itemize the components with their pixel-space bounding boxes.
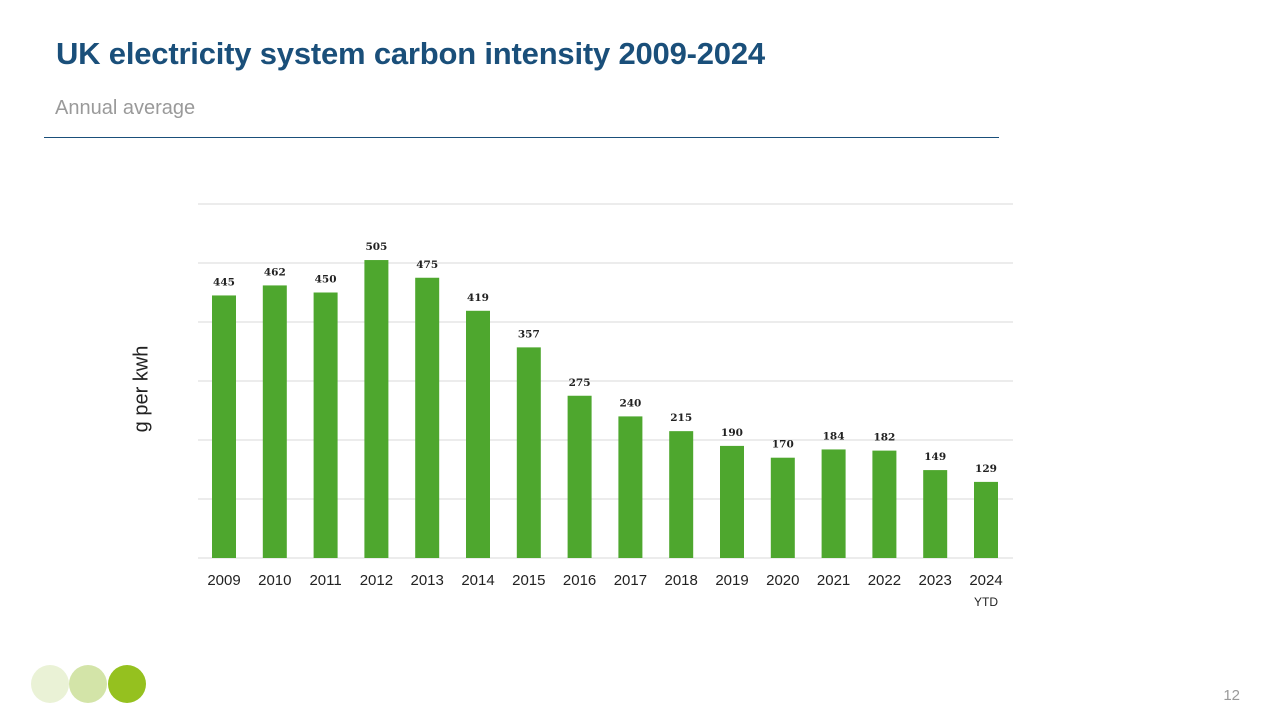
x-tick-label-2010: 2010 — [258, 572, 291, 589]
data-label-2014: 419 — [467, 292, 489, 304]
data-label-2011: 450 — [315, 274, 337, 286]
circle-icon — [69, 665, 107, 703]
data-label-2015: 357 — [518, 328, 540, 340]
y-axis-label: g per kwh — [130, 345, 153, 433]
x-tick-label-2017: 2017 — [614, 572, 647, 589]
circle-icon — [31, 665, 69, 703]
bar-2013 — [415, 277, 440, 558]
bar-2018 — [669, 431, 694, 558]
bar-2020 — [770, 457, 795, 558]
bar-2017 — [618, 416, 643, 558]
data-label-2010: 462 — [264, 266, 286, 278]
data-label-2023: 149 — [924, 451, 946, 463]
x-tick-label-2020: 2020 — [766, 572, 799, 589]
data-label-2024: 129 — [975, 463, 997, 475]
data-label-2020: 170 — [772, 439, 794, 451]
data-label-2016: 275 — [569, 377, 591, 389]
x-tick-label-2024: 2024 — [969, 572, 1002, 589]
bar-2014 — [466, 310, 490, 558]
bar-2012 — [364, 260, 389, 558]
decorative-dots — [31, 665, 151, 705]
page-title: UK electricity system carbon intensity 2… — [56, 36, 765, 71]
x-tick-label-2013: 2013 — [411, 572, 444, 589]
x-tick-labels: 2009 2010 2011 2012 2013 2014 2015 2016 2017 2018… — [207, 572, 1002, 609]
bar-2024 — [974, 481, 998, 558]
data-label-2017: 240 — [619, 397, 641, 409]
bar-2016 — [567, 395, 592, 558]
bar-2019 — [720, 445, 744, 558]
bar-2015 — [516, 347, 541, 558]
x-tick-label-2022: 2022 — [868, 572, 901, 589]
bars — [212, 260, 998, 558]
title-divider — [44, 137, 999, 138]
x-tick-label-2018: 2018 — [665, 572, 698, 589]
x-tick-label-2016: 2016 — [563, 572, 596, 589]
x-tick-label-2019: 2019 — [715, 572, 748, 589]
x-tick-label-2021: 2021 — [817, 572, 850, 589]
bar-2011 — [313, 292, 338, 558]
data-label-2013: 475 — [416, 259, 438, 271]
x-tick-sublabel-2024: YTD — [974, 595, 998, 609]
bar-2021 — [821, 449, 846, 558]
data-labels: 445 462 450 505 475 419 357 275 240 215 190 170 184 1… — [213, 241, 997, 475]
bar-2009 — [212, 295, 236, 558]
data-label-2018: 215 — [670, 412, 692, 424]
bar-2010 — [262, 285, 287, 558]
x-tick-label-2023: 2023 — [919, 572, 952, 589]
bar-2022 — [872, 450, 897, 558]
data-label-2021: 184 — [823, 430, 845, 442]
page-subtitle: Annual average — [55, 97, 196, 119]
x-tick-label-2014: 2014 — [461, 572, 494, 589]
data-label-2009: 445 — [213, 276, 235, 288]
x-tick-label-2011: 2011 — [309, 572, 341, 589]
x-tick-label-2009: 2009 — [207, 572, 240, 589]
data-label-2012: 505 — [365, 241, 387, 253]
x-tick-label-2012: 2012 — [360, 572, 393, 589]
x-tick-label-2015: 2015 — [512, 572, 545, 589]
page-number: 12 — [1223, 687, 1240, 704]
bar-2023 — [923, 470, 948, 558]
circle-icon — [108, 665, 146, 703]
data-label-2022: 182 — [873, 432, 895, 444]
data-label-2019: 190 — [721, 427, 743, 439]
